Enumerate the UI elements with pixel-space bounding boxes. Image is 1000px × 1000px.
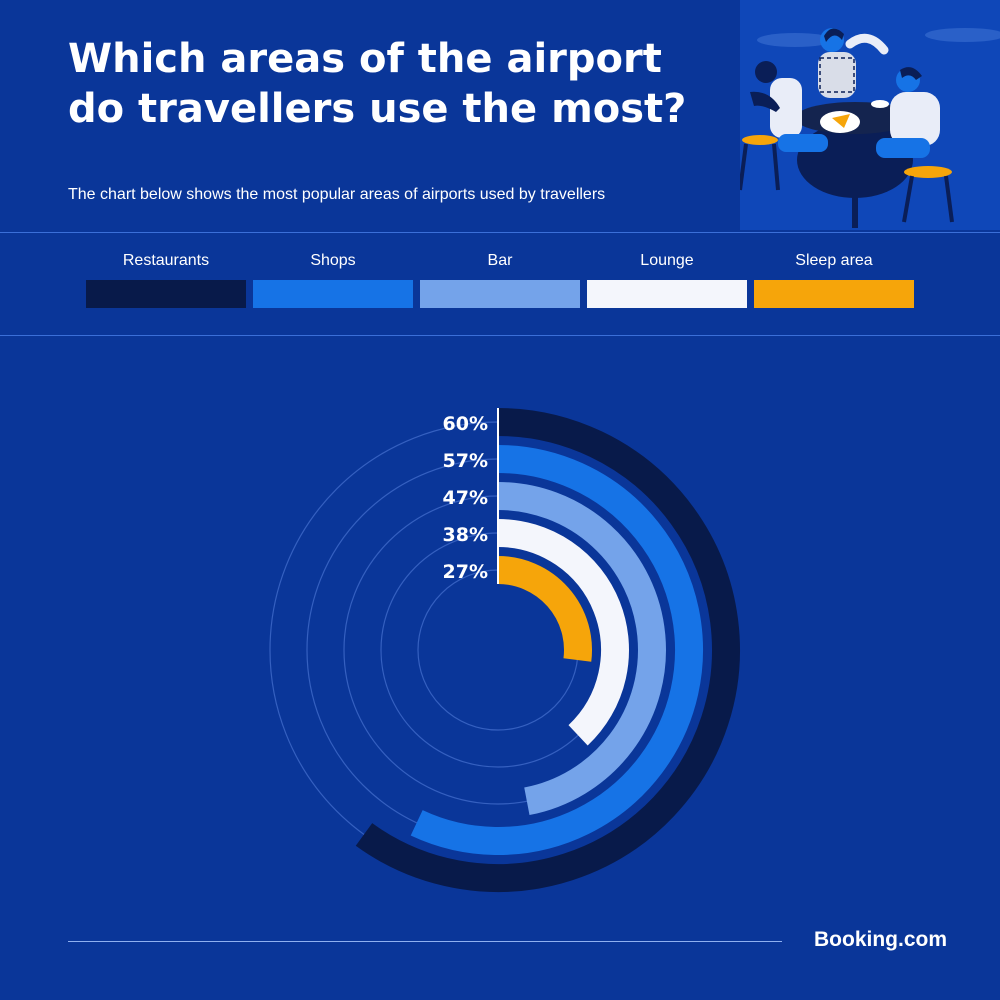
travellers-eating-at-table-illustration (740, 0, 1000, 230)
legend-swatch (587, 280, 747, 308)
legend-item-sleep-area: Sleep area (754, 250, 914, 308)
legend-swatch (754, 280, 914, 308)
legend-item-restaurants: Restaurants (86, 250, 246, 308)
arc-bar-lounge (497, 519, 629, 746)
arc-bar-restaurants (355, 408, 740, 892)
footer-divider (68, 941, 782, 942)
legend-swatch (86, 280, 246, 308)
legend-label: Sleep area (795, 252, 873, 269)
page-title: Which areas of the airport do travellers… (68, 36, 687, 132)
page-subtitle: The chart below shows the most popular a… (68, 186, 606, 203)
booking-logo: Booking.com (814, 928, 948, 951)
top-divider (0, 232, 1000, 233)
legend-label: Bar (487, 252, 513, 269)
legend-item-shops: Shops (253, 250, 413, 308)
legend-label: Lounge (640, 252, 694, 269)
data-label-restaurants: 60% (443, 413, 488, 435)
legend-swatch (253, 280, 413, 308)
legend-item-lounge: Lounge (587, 250, 747, 308)
data-label-bar: 47% (443, 487, 488, 509)
data-label-sleep-area: 27% (443, 561, 488, 583)
legend-label: Restaurants (122, 252, 210, 269)
data-label-lounge: 38% (443, 524, 488, 546)
legend-swatch (420, 280, 580, 308)
data-label-shops: 57% (443, 450, 488, 472)
legend-divider (0, 335, 1000, 336)
arc-bar-shops (410, 445, 703, 855)
legend-label: Shops (310, 252, 356, 269)
arc-bar-bar (497, 482, 666, 816)
legend-item-bar: Bar (420, 250, 580, 308)
arc-bar-sleep-area (497, 556, 592, 662)
